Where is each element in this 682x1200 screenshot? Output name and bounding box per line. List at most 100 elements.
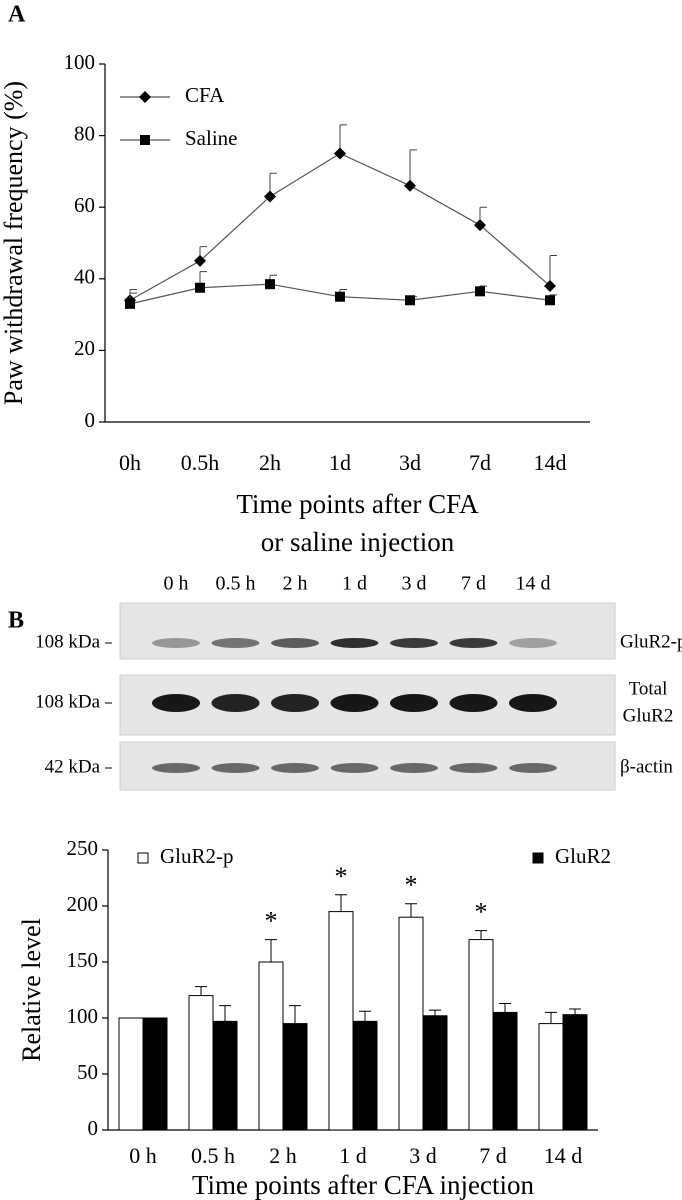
bar <box>352 1020 378 1131</box>
bar <box>562 1014 588 1131</box>
lane-label: 7 d <box>461 573 486 595</box>
x-tick-label: 2 h <box>269 1143 297 1168</box>
row-label: GluR2-p <box>620 631 682 652</box>
blot-band <box>330 763 379 773</box>
error-bar <box>219 1005 231 1022</box>
panel-label: B <box>8 608 24 634</box>
lane-label: 1 d <box>342 573 367 595</box>
blot-band <box>211 694 260 712</box>
significance-mark: * <box>405 871 418 900</box>
x-tick-label: 3 d <box>409 1143 437 1168</box>
row-label: β-actin <box>620 756 673 777</box>
y-axis-label: Relative level <box>17 918 46 1062</box>
legend-label: GluR2-p <box>160 844 234 868</box>
bar <box>398 916 424 1131</box>
data-point <box>405 295 415 306</box>
lane-label: 0 h <box>164 573 189 595</box>
significance-mark: * <box>265 907 278 936</box>
data-point <box>475 286 485 297</box>
blot-band <box>152 638 200 648</box>
blot-band <box>271 694 319 712</box>
blot-band <box>330 694 379 712</box>
x-tick-label: 1 d <box>339 1143 367 1168</box>
legend-swatch <box>532 852 544 864</box>
x-tick-label: 3d <box>399 450 421 475</box>
blot-band <box>271 638 319 648</box>
x-axis-label: or saline injection <box>261 527 455 557</box>
blot-band <box>509 694 557 712</box>
y-tick-label: 60 <box>74 193 95 217</box>
data-point <box>544 279 556 292</box>
x-tick-label: 0.5h <box>181 450 220 475</box>
y-tick-label: 80 <box>74 121 95 145</box>
data-point <box>125 298 135 309</box>
blot-band <box>449 694 498 712</box>
y-tick-label: 100 <box>67 1004 99 1028</box>
data-point <box>545 295 555 306</box>
weight-label: 108 kDa <box>35 631 100 652</box>
row-label: GluR2 <box>623 705 674 726</box>
data-point <box>265 279 275 290</box>
legend-marker <box>140 135 150 145</box>
error-bar <box>569 1008 581 1015</box>
y-tick-label: 100 <box>64 50 96 74</box>
error-bar <box>475 930 487 940</box>
error-bar <box>405 903 417 918</box>
lane-label: 2 h <box>283 573 308 595</box>
error-bar <box>289 1005 301 1024</box>
bar <box>118 1017 144 1131</box>
lane-label: 3 d <box>402 573 427 595</box>
data-point <box>334 147 346 160</box>
error-bar <box>359 1010 371 1022</box>
blot-band <box>390 694 438 712</box>
data-point <box>194 254 206 267</box>
bar <box>468 939 494 1131</box>
bar <box>188 995 214 1131</box>
x-tick-label: 14 d <box>544 1143 583 1168</box>
panel-label: A <box>8 2 26 28</box>
error-bar <box>429 1009 441 1016</box>
legend-label: GluR2 <box>555 844 611 868</box>
y-axis-label: Paw withdrawal frequency (%) <box>0 81 28 405</box>
x-axis-label: Time points after CFA injection <box>192 1170 534 1200</box>
bar <box>422 1015 448 1131</box>
blot-band <box>271 763 319 773</box>
blot-band <box>152 763 200 773</box>
series-line <box>129 152 551 301</box>
blot-band <box>509 638 557 648</box>
error-bar <box>409 149 417 186</box>
error-bar <box>195 986 207 996</box>
legend-label: CFA <box>185 83 225 107</box>
error-bar <box>545 1011 557 1024</box>
blot-band <box>211 763 260 773</box>
x-tick-label: 0h <box>119 450 141 475</box>
blot-band <box>390 638 438 648</box>
y-tick-label: 0 <box>88 1116 99 1140</box>
bar <box>538 1023 564 1131</box>
bar <box>282 1023 308 1131</box>
legend-label: Saline <box>185 126 238 150</box>
y-tick-label: 150 <box>67 948 99 972</box>
x-tick-label: 1d <box>329 450 351 475</box>
error-bar <box>265 939 277 962</box>
error-bar <box>335 894 347 912</box>
x-tick-label: 0.5 h <box>191 1143 235 1168</box>
bar <box>142 1017 168 1131</box>
legend-swatch <box>137 852 149 864</box>
weight-label: 108 kDa <box>35 691 100 712</box>
significance-mark: * <box>475 898 488 927</box>
blot-band <box>449 638 498 648</box>
data-point <box>335 291 345 302</box>
significance-mark: * <box>335 862 348 891</box>
bar <box>258 961 284 1131</box>
y-tick-label: 200 <box>67 892 99 916</box>
y-tick-label: 40 <box>74 265 95 289</box>
bar <box>492 1011 518 1131</box>
bar <box>328 911 354 1131</box>
x-axis-label: Time points after CFA <box>236 489 479 519</box>
legend-marker <box>139 91 151 103</box>
row-label: Total <box>629 678 668 699</box>
bar <box>212 1020 238 1131</box>
x-tick-label: 0 h <box>129 1143 157 1168</box>
